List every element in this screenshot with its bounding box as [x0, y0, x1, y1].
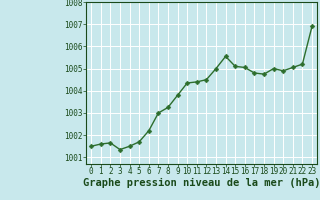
X-axis label: Graphe pression niveau de la mer (hPa): Graphe pression niveau de la mer (hPa): [83, 178, 320, 188]
